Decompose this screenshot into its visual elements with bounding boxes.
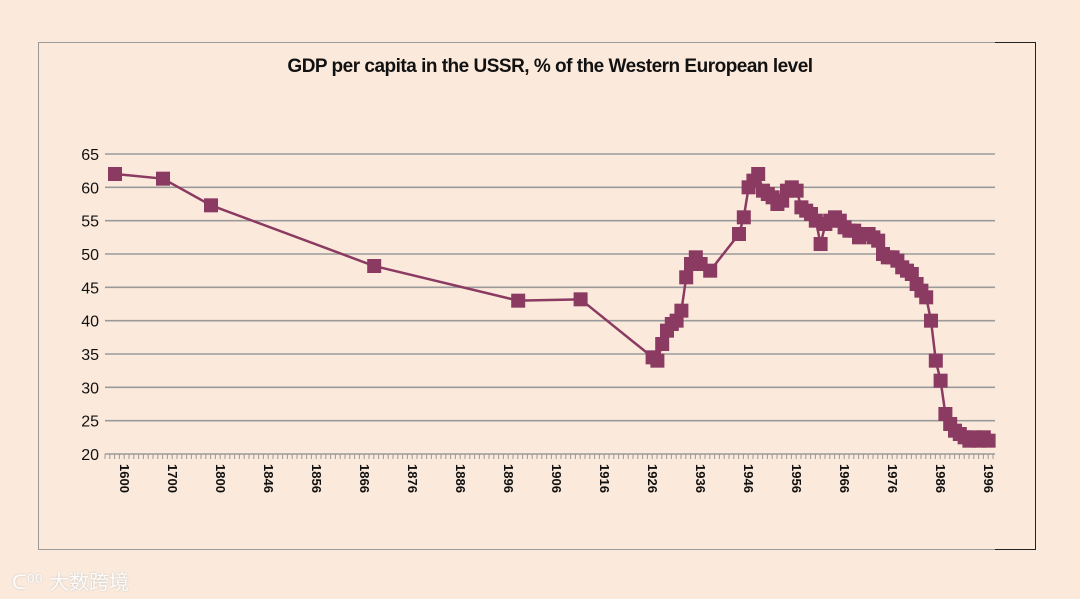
x-tick-label: 1856 — [309, 464, 324, 493]
x-tick-label: 1876 — [405, 464, 420, 493]
y-tick-label: 30 — [81, 380, 99, 397]
data-point — [919, 290, 934, 305]
x-tick-label: 1896 — [501, 464, 516, 493]
y-tick-label: 25 — [81, 414, 99, 431]
x-tick-label: 1800 — [213, 464, 228, 493]
y-tick-label: 20 — [81, 447, 99, 464]
series-line — [114, 171, 990, 443]
x-tick-label: 1866 — [357, 464, 372, 493]
data-point — [108, 167, 122, 181]
x-tick-label: 1966 — [837, 464, 852, 493]
x-tick-label: 1846 — [261, 464, 276, 493]
x-tick-label: 1946 — [741, 464, 756, 493]
data-point — [789, 183, 804, 198]
data-point — [751, 167, 766, 181]
data-point — [732, 227, 746, 241]
data-point — [813, 237, 828, 251]
x-tick-label: 1976 — [885, 464, 900, 493]
x-tick-label: 1886 — [453, 464, 468, 493]
chart-frame — [38, 42, 996, 550]
data-point — [736, 210, 751, 225]
x-tick-label: 1956 — [789, 464, 804, 493]
data-point — [156, 171, 170, 186]
y-tick-label: 50 — [81, 247, 99, 264]
data-point — [928, 353, 943, 368]
y-tick-label: 65 — [81, 147, 99, 164]
data-point — [981, 433, 996, 448]
watermark-text: 大数跨境 — [49, 570, 129, 594]
data-point — [367, 259, 382, 273]
x-tick-label: 1926 — [645, 464, 660, 493]
data-point — [573, 292, 588, 307]
y-tick-label: 60 — [81, 180, 99, 197]
data-point — [924, 313, 938, 328]
x-tick-label: 1906 — [549, 464, 564, 493]
y-tick-label: 45 — [81, 280, 99, 297]
chart-bracket — [995, 42, 1036, 550]
x-tick-label: 1600 — [117, 464, 132, 493]
chart-title: GDP per capita in the USSR, % of the Wes… — [287, 56, 813, 77]
data-point — [871, 233, 886, 248]
data-point — [703, 263, 718, 278]
watermark-logo: ᑕ⁰⁰ 大数跨境 — [12, 570, 129, 594]
data-point — [933, 373, 948, 388]
x-tick-label: 1700 — [165, 464, 180, 493]
y-tick-label: 35 — [81, 347, 99, 364]
data-point — [511, 293, 526, 308]
data-point — [679, 270, 694, 285]
y-tick-label: 55 — [81, 214, 99, 231]
y-tick-label: 40 — [81, 314, 99, 331]
x-tick-label: 1986 — [933, 464, 948, 493]
data-point — [650, 353, 665, 368]
data-point — [674, 303, 689, 318]
data-point — [655, 337, 670, 351]
x-tick-label: 1916 — [597, 464, 612, 493]
x-tick-label: 1936 — [693, 464, 708, 493]
data-point — [204, 198, 218, 213]
x-tick-label: 1996 — [981, 464, 996, 493]
